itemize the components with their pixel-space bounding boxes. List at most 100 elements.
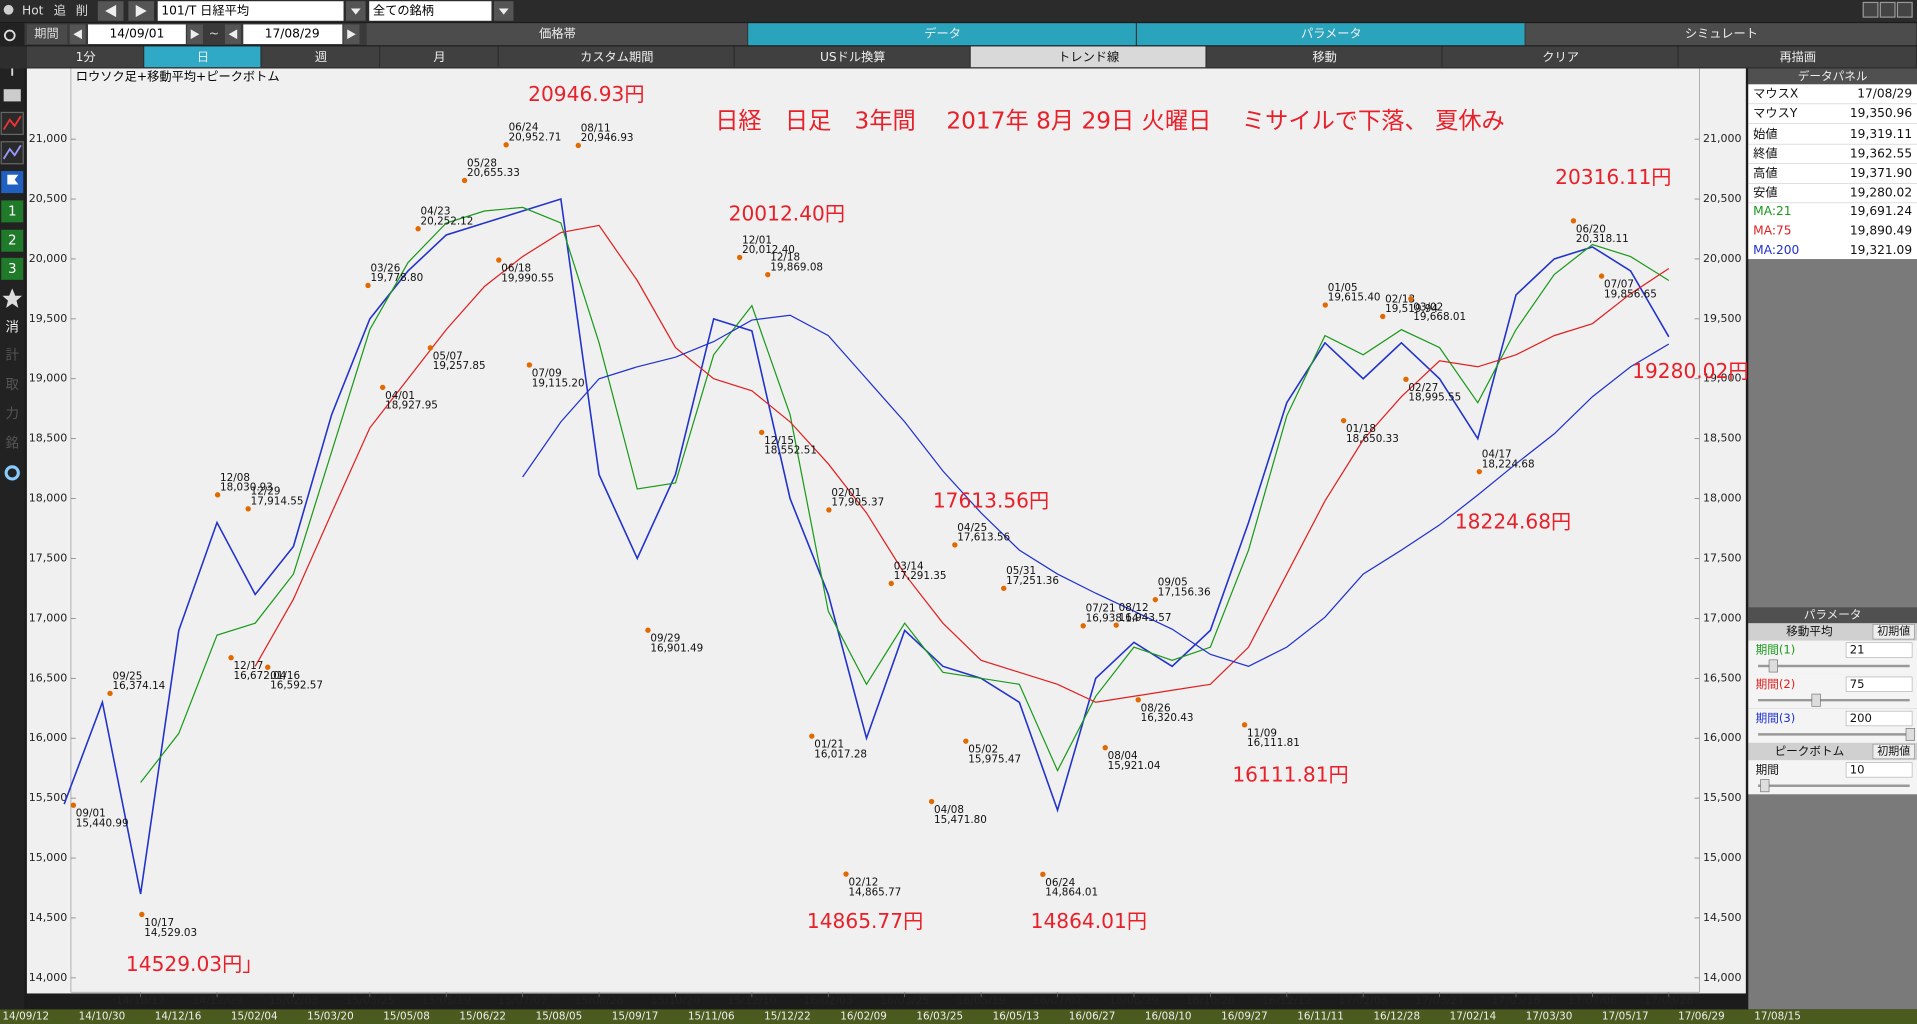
sidebar-label[interactable]: 銘 [5,436,18,452]
universe-input[interactable] [369,1,492,21]
camera-icon[interactable] [3,89,21,102]
delete-button[interactable]: 削 [76,3,88,17]
toolbar-button[interactable] [261,46,379,68]
period-label-box [26,24,68,44]
peak-marker [843,871,849,877]
scroll-date: 15/03/20 [307,1011,354,1023]
start-input[interactable] [88,24,186,44]
toolbar-button[interactable] [380,46,498,68]
sidebar-label[interactable]: 消 [5,319,18,335]
sidebar-label[interactable]: 取 [5,378,19,393]
peak-marker [1001,585,1007,591]
slider-knob[interactable] [1760,779,1770,793]
tab[interactable] [748,23,1136,46]
peak-marker [265,664,271,670]
param-input[interactable] [1845,676,1913,692]
peak-value: 19,615.40 [1328,292,1381,304]
peak-value: 17,156.36 [1158,586,1211,598]
slider-knob[interactable] [1905,727,1915,741]
peak-date: 12/01 [742,234,772,246]
minimize-button[interactable] [1862,1,1879,18]
add-button[interactable]: 追 [54,2,66,17]
sidebar-button[interactable] [1,257,24,280]
sidebar-label[interactable]: 2 [8,234,17,249]
y-tick-label: 19,500 [29,312,68,325]
y-tick-label: 20,000 [29,252,68,265]
x-tick-label: 16/07/07 [1033,994,1082,1007]
peak-value: 19,856.65 [1604,288,1657,300]
toolbar-button[interactable] [1442,46,1678,68]
scroll-date: 15/08/05 [536,1011,583,1023]
param-input[interactable] [1845,642,1913,658]
maximize-button[interactable] [1879,1,1896,18]
toolbar-button[interactable] [1206,46,1442,68]
peak-marker [952,542,958,548]
peak-value: 20,252.12 [421,215,474,227]
search-icon[interactable] [3,29,16,42]
tab[interactable] [1136,23,1525,46]
scroll-date: 16/11/11 [1297,1011,1344,1023]
slider-knob[interactable] [1768,659,1778,673]
x-tick-label: 16/05/19 [956,994,1005,1007]
peak-marker [139,911,145,918]
annotation: 19280.02円 [1632,359,1748,383]
annotation: 17613.56円 [933,489,1049,513]
reset-button[interactable] [1872,743,1915,760]
symbol-input[interactable] [157,1,344,21]
button-label: 日 [197,50,209,64]
peak-date: 12/17 [234,660,264,672]
sidebar-label[interactable]: 3 [8,262,17,277]
start-date: 14/09/01 [109,27,164,41]
x-tick-label: 15/03/25 [345,994,394,1007]
toolbar-button[interactable] [144,46,261,68]
peak-date: 04/08 [934,804,964,816]
toolbar-button[interactable] [498,46,734,68]
y-tick-label: 15,000 [29,851,68,864]
annotation: 14529.03円」 [126,952,263,976]
peak-marker [526,362,533,368]
x-tick-label: 17/07/06 [1568,994,1617,1007]
peak-date: 02/12 [848,877,878,889]
param-label: 期間(1) [1756,643,1796,657]
y-tick-label: 15,500 [29,791,68,804]
close-button[interactable] [1896,1,1913,18]
peak-marker [503,142,509,148]
peak-value: 20,952.71 [509,131,562,143]
star-icon[interactable] [2,288,23,308]
x-tick-label: 16/12/12 [1262,994,1311,1007]
peak-value: 18,552.51 [764,445,817,457]
peak-date: 05/31 [1006,565,1036,577]
dropdown-icon [350,8,361,15]
end-input[interactable] [243,24,343,44]
tab[interactable] [1525,23,1916,46]
param-input[interactable] [1845,762,1913,778]
y2-tick-label: 17,500 [1703,551,1742,564]
x-tick-label: 17/05/18 [1491,994,1540,1007]
slider-knob[interactable] [1811,693,1821,707]
toolbar-button[interactable] [970,46,1206,68]
hot-button[interactable]: Hot [22,3,44,17]
peak-marker [1113,622,1119,628]
x-tick-label: 15/10/20 [651,994,700,1007]
gear-icon[interactable] [4,465,20,481]
sidebar-label[interactable]: 1 [8,204,17,219]
peak-date: 01/16 [270,670,300,682]
toolbar-button[interactable] [26,46,144,68]
scroll-date: 16/09/27 [1221,1011,1268,1023]
reset-button[interactable] [1872,624,1915,640]
sidebar-label[interactable]: 力 [5,406,18,422]
flag-shape [7,174,19,190]
toolbar-button[interactable] [1678,46,1916,68]
scroll-date: 16/12/28 [1373,1011,1420,1023]
peak-value: 15,921.04 [1108,760,1161,772]
sidebar-label[interactable]: 計 [5,348,19,364]
param-input[interactable] [1845,710,1913,727]
scroll-date: 15/05/08 [383,1011,430,1023]
sidebar-button[interactable] [1,200,24,223]
tab[interactable] [366,23,747,46]
toolbar-button[interactable] [734,46,970,68]
sidebar-button[interactable] [1,229,24,252]
panel-label: 高値 [1753,165,1777,180]
peak-date: 08/11 [581,122,611,134]
x-tick-label: 15/05/19 [422,994,471,1007]
